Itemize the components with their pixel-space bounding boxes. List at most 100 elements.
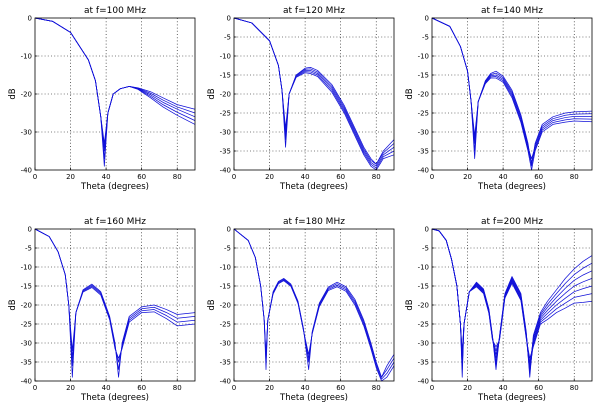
x-tick-label: 0: [33, 173, 37, 181]
x-tick-label: 60: [137, 384, 146, 392]
chart-title: at f=100 MHz: [84, 6, 146, 16]
series-line-3: [431, 228, 593, 367]
y-tick-label: -35: [220, 148, 231, 156]
y-tick-label: -5: [25, 245, 32, 253]
subplot-180mhz: 0 20 40 60 80 0 -5 -10 -15 -20 -25 -30 -35 -40 at f=18…: [207, 217, 395, 403]
y-tick-label: -25: [21, 321, 32, 329]
series-line-5: [431, 228, 593, 363]
series-line-7: [431, 228, 593, 359]
y-tick-label: 0: [227, 226, 231, 234]
series-line-4: [233, 17, 395, 169]
series-line-5: [34, 17, 196, 144]
series-line-3: [233, 17, 395, 167]
x-tick-label: 80: [372, 173, 381, 181]
x-tick-label: 40: [301, 384, 310, 392]
y-tick-label: -20: [418, 91, 429, 99]
y-tick-label: -30: [418, 129, 429, 137]
x-tick-label: 60: [137, 173, 146, 181]
chart-title: at f=180 MHz: [283, 217, 345, 227]
series-line-2: [431, 228, 593, 370]
y-tick-label: -40: [418, 167, 429, 175]
subplot-200mhz: 0 20 40 60 80 0 -5 -10 -15 -20 -25 -30 -35 -40 at f=20…: [405, 217, 593, 403]
x-tick-label: 40: [301, 173, 310, 181]
x-tick-label: 20: [66, 384, 75, 392]
y-tick-label: -40: [418, 378, 429, 386]
x-tick-label: 60: [336, 173, 345, 181]
x-tick-label: 80: [173, 384, 182, 392]
y-tick-label: -10: [220, 53, 231, 61]
y-tick-label: -10: [220, 264, 231, 272]
y-tick-label: 0: [227, 15, 231, 23]
x-tick-label: 20: [265, 384, 274, 392]
chart-title: at f=120 MHz: [283, 6, 345, 16]
series-line-2: [34, 17, 196, 159]
x-tick-label: 80: [372, 384, 381, 392]
y-tick-label: -15: [21, 283, 32, 291]
y-tick-label: -30: [21, 340, 32, 348]
y-axis-label: dB: [207, 88, 217, 99]
x-tick-label: 0: [430, 384, 434, 392]
series-line-2: [233, 228, 395, 378]
y-tick-label: -5: [422, 245, 429, 253]
y-axis-label: dB: [207, 299, 217, 310]
y-tick-label: -30: [21, 129, 32, 137]
x-axis-label: Theta (degrees): [80, 393, 149, 403]
chart-title: at f=140 MHz: [481, 6, 543, 16]
x-tick-label: 0: [232, 173, 236, 181]
y-tick-label: -15: [418, 72, 429, 80]
series-line-4: [233, 228, 395, 382]
subplot-120mhz: 0 20 40 60 80 0 -5 -10 -15 -20 -25 -30 -35 -40 at f=12…: [207, 6, 395, 192]
y-tick-label: -30: [418, 340, 429, 348]
series-line-3: [233, 228, 395, 380]
y-tick-label: -15: [220, 283, 231, 291]
x-axis-label: Theta (degrees): [279, 182, 348, 192]
x-tick-label: 60: [336, 384, 345, 392]
x-axis-label: Theta (degrees): [80, 182, 149, 192]
x-tick-label: 20: [66, 173, 75, 181]
y-tick-label: -5: [224, 34, 231, 42]
y-tick-label: -35: [220, 359, 231, 367]
y-tick-label: -25: [220, 110, 231, 118]
y-tick-label: -30: [220, 340, 231, 348]
series-line-4: [34, 228, 196, 359]
y-tick-label: -40: [220, 378, 231, 386]
x-tick-label: 80: [570, 384, 579, 392]
y-tick-label: -15: [418, 283, 429, 291]
x-axis-label: Theta (degrees): [477, 393, 546, 403]
y-tick-label: -20: [220, 91, 231, 99]
series-line-6: [431, 228, 593, 370]
series-line-1: [34, 17, 196, 167]
y-tick-label: -5: [224, 245, 231, 253]
chart-title: at f=200 MHz: [481, 217, 543, 227]
series-line-1: [34, 228, 196, 378]
y-axis-label: dB: [8, 88, 18, 99]
y-tick-label: -20: [418, 302, 429, 310]
x-tick-label: 60: [534, 173, 543, 181]
y-tick-label: -20: [21, 91, 32, 99]
y-tick-label: 0: [28, 15, 32, 23]
x-axis-label: Theta (degrees): [279, 393, 348, 403]
series-line-1: [233, 17, 395, 165]
y-tick-label: -25: [418, 110, 429, 118]
x-tick-label: 0: [430, 173, 434, 181]
y-tick-label: -25: [418, 321, 429, 329]
series-line-4: [34, 17, 196, 148]
y-tick-label: -20: [21, 302, 32, 310]
y-tick-label: -25: [220, 321, 231, 329]
y-axis-label: dB: [405, 299, 415, 310]
y-tick-label: -35: [418, 359, 429, 367]
y-tick-label: -5: [422, 34, 429, 42]
y-tick-label: -40: [220, 167, 231, 175]
y-tick-label: 0: [425, 226, 429, 234]
x-tick-label: 0: [33, 384, 37, 392]
y-tick-label: -40: [21, 167, 32, 175]
x-tick-label: 20: [463, 173, 472, 181]
y-tick-label: -10: [418, 264, 429, 272]
chart-title: at f=160 MHz: [84, 217, 146, 227]
y-axis-label: dB: [8, 299, 18, 310]
x-tick-label: 80: [173, 173, 182, 181]
x-tick-label: 40: [499, 173, 508, 181]
x-tick-label: 60: [534, 384, 543, 392]
y-tick-label: -10: [418, 53, 429, 61]
y-tick-label: 0: [28, 226, 32, 234]
